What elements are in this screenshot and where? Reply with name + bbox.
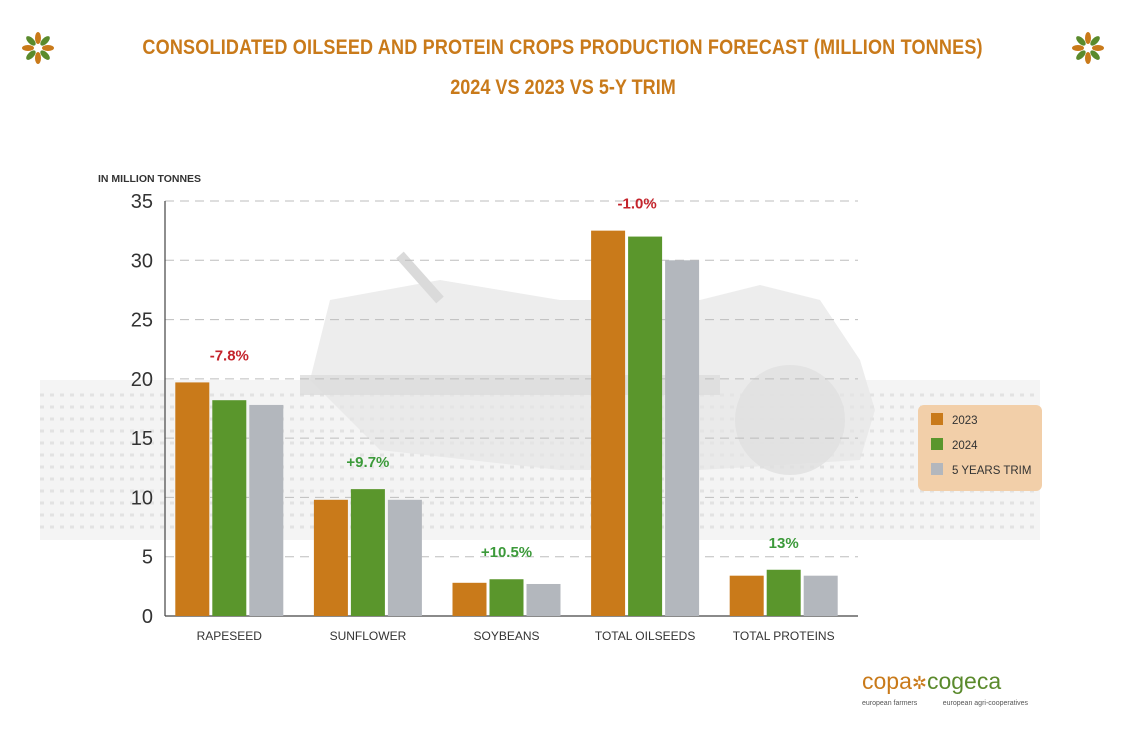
x-tick-label: TOTAL OILSEEDS: [595, 629, 695, 643]
y-tick-label: 20: [131, 369, 153, 391]
change-annotation: -1.0%: [618, 196, 657, 213]
harvester-wheel: [735, 365, 845, 475]
title-row: CONSOLIDATED OILSEED AND PROTEIN CROPS P…: [0, 30, 1126, 66]
bar-2024-soybeans: [489, 579, 524, 616]
y-tick-label: 25: [131, 310, 153, 332]
bar-2023-rapeseed: [175, 382, 210, 616]
change-annotation: -7.8%: [210, 347, 249, 364]
legend: 2023 2024 5 YEARS TRIM: [918, 405, 1042, 491]
logo-copa: copa: [862, 668, 912, 694]
bars: [175, 230, 838, 617]
legend-label: 5 YEARS TRIM: [952, 465, 1031, 477]
bar-5-years-trim-sunflower: [387, 499, 422, 616]
bar-5-years-trim-rapeseed: [249, 404, 284, 616]
legend-swatch: [931, 463, 943, 475]
change-annotation: +10.5%: [481, 544, 532, 561]
change-annotation: +9.7%: [346, 454, 389, 471]
copa-cogeca-logo: copa✲cogeca european farmers european ag…: [862, 668, 1032, 707]
chart-subtitle: 2024 VS 2023 VS 5-Y TRIM: [450, 76, 676, 99]
chart-header: CONSOLIDATED OILSEED AND PROTEIN CROPS P…: [0, 30, 1126, 100]
logo-star-icon: ✲: [911, 673, 927, 693]
logo-left-sub: european farmers: [862, 700, 918, 707]
change-annotation: 13%: [769, 535, 799, 552]
y-tick-label: 5: [142, 547, 153, 569]
gridlines: [165, 200, 858, 558]
legend-swatch: [931, 438, 943, 450]
bar-2024-rapeseed: [212, 400, 247, 616]
bar-2024-sunflower: [350, 489, 385, 616]
chart-title: CONSOLIDATED OILSEED AND PROTEIN CROPS P…: [142, 36, 984, 59]
bar-5-years-trim-total-oilseeds: [665, 260, 700, 616]
y-tick-label: 15: [131, 428, 153, 450]
harvester-spout: [396, 251, 444, 304]
y-tick-label: 10: [131, 487, 153, 509]
y-tick-label: 35: [131, 191, 153, 213]
labels: RAPESEED -7.8% SUNFLOWER +9.7% SOYBEANS +10.5…: [197, 196, 835, 643]
logo-right-sub: european agri-cooperatives: [942, 700, 1028, 707]
y-axis-label: IN MILLION TONNES: [98, 173, 201, 185]
flower-icon: [1071, 32, 1104, 64]
bar-2023-soybeans: [452, 582, 487, 616]
bar-2024-total-proteins: [766, 569, 801, 616]
logo-cogeca: cogeca: [926, 668, 1002, 694]
y-tick-label: 0: [142, 606, 153, 628]
logo-wordmark: copa✲cogeca: [862, 668, 1032, 696]
y-tick-label: 30: [131, 250, 153, 272]
bar-2024-total-oilseeds: [628, 236, 663, 617]
bar-2023-total-proteins: [729, 575, 764, 616]
bar-2023-sunflower: [313, 499, 348, 616]
x-tick-label: RAPESEED: [197, 629, 263, 643]
x-tick-label: SOYBEANS: [473, 629, 539, 643]
legend-label: 2024: [952, 440, 978, 452]
legend-box: [918, 405, 1042, 491]
bar-2023-total-oilseeds: [591, 230, 626, 616]
legend-swatch: [931, 413, 943, 425]
flower-icon: [22, 32, 55, 64]
logo-subtitles: european farmers european agri-cooperati…: [862, 700, 1028, 707]
legend-label: 2023: [952, 415, 978, 427]
bar-5-years-trim-total-proteins: [803, 575, 838, 616]
bar-5-years-trim-soybeans: [526, 583, 561, 616]
x-tick-label: TOTAL PROTEINS: [733, 629, 835, 643]
x-tick-label: SUNFLOWER: [330, 629, 407, 643]
